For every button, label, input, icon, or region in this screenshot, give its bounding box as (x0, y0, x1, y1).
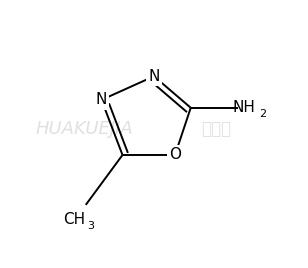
Text: 化学加: 化学加 (201, 120, 231, 138)
Text: CH: CH (63, 212, 85, 227)
Text: O: O (169, 147, 181, 162)
Text: 3: 3 (87, 221, 94, 231)
Text: 2: 2 (259, 109, 266, 119)
Text: N: N (148, 69, 160, 84)
Text: N: N (96, 92, 107, 107)
Text: HUAKUEJIA: HUAKUEJIA (36, 120, 134, 138)
Text: NH: NH (233, 100, 256, 115)
